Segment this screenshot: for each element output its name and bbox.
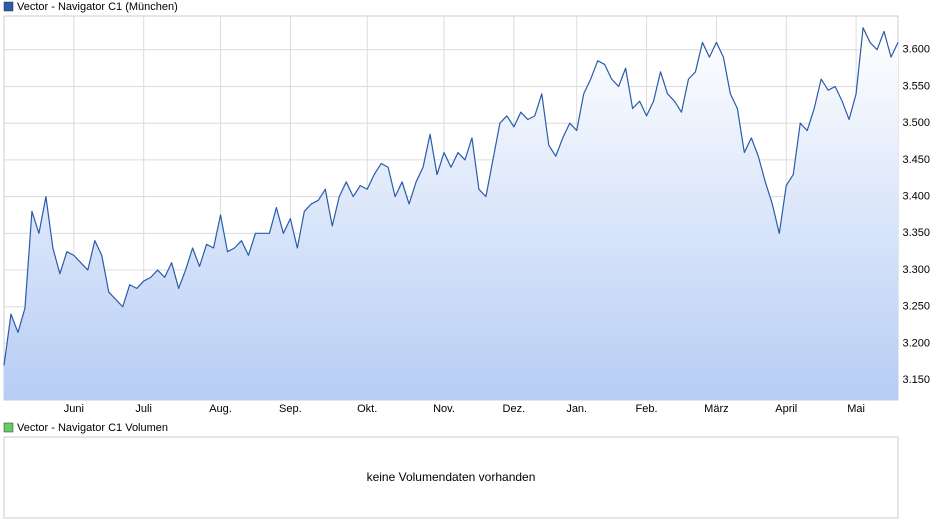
area <box>4 27 898 400</box>
no-data-message: keine Volumendaten vorhanden <box>367 470 536 484</box>
x-tick-label: Dez. <box>503 403 526 415</box>
x-tick-label: Mai <box>847 403 865 415</box>
y-tick-label: 3.350 <box>902 227 930 239</box>
x-tick-label: Juni <box>64 403 84 415</box>
x-tick-label: Sep. <box>279 403 302 415</box>
y-tick-label: 3.400 <box>902 191 930 203</box>
y-tick-label: 3.300 <box>902 264 930 276</box>
x-tick-label: Feb. <box>636 403 658 415</box>
y-tick-label: 3.550 <box>902 80 930 92</box>
legend-label: Vector - Navigator C1 (München) <box>17 1 178 13</box>
x-tick-label: Aug. <box>209 403 232 415</box>
x-tick-label: Nov. <box>433 403 455 415</box>
y-tick-label: 3.600 <box>902 44 930 56</box>
y-tick-label: 3.200 <box>902 337 930 349</box>
y-tick-label: 3.450 <box>902 154 930 166</box>
x-tick-label: Juli <box>135 403 152 415</box>
x-tick-label: Jan. <box>566 403 587 415</box>
y-tick-label: 3.150 <box>902 374 930 386</box>
legend-label: Vector - Navigator C1 Volumen <box>17 422 168 434</box>
x-tick-label: März <box>704 403 728 415</box>
line <box>3 27 899 366</box>
x-tick-label: April <box>775 403 797 415</box>
y-tick-label: 3.250 <box>902 301 930 313</box>
y-tick-label: 3.500 <box>902 117 930 129</box>
legend-swatch <box>3 422 14 433</box>
volume-panel <box>3 436 899 519</box>
legend-swatch <box>3 1 14 12</box>
x-tick-label: Okt. <box>357 403 377 415</box>
